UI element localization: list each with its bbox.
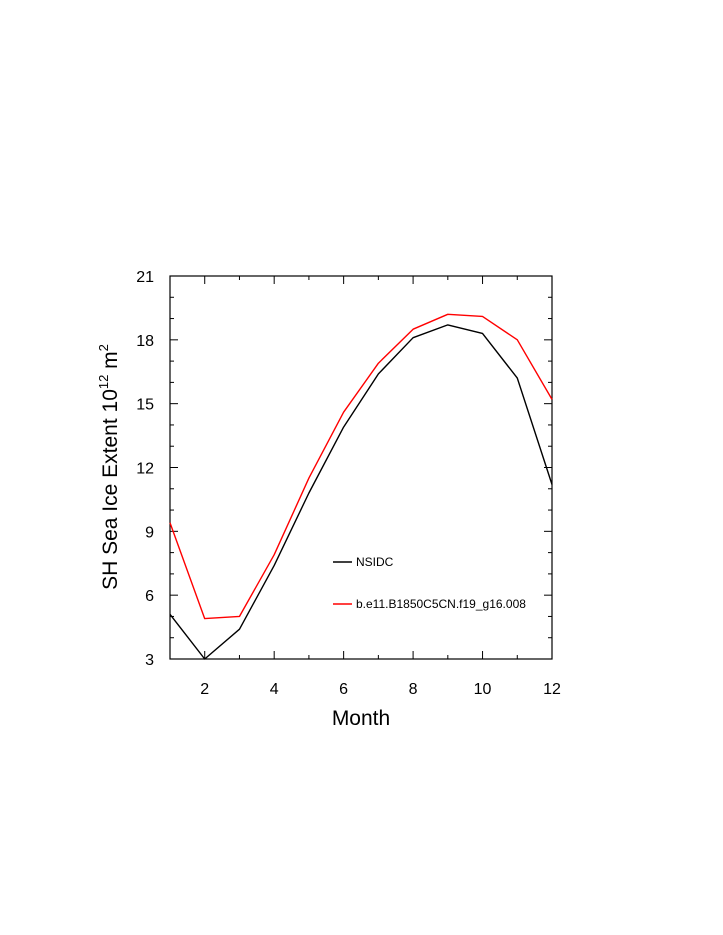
y-tick-label: 9: [145, 524, 154, 541]
x-tick-label: 12: [543, 681, 561, 698]
x-tick-label: 10: [474, 681, 492, 698]
y-tick-label: 6: [145, 588, 154, 605]
legend: NSIDC b.e11.B1850C5CN.f19_g16.008: [333, 555, 526, 611]
y-axis-title-prefix: SH Sea Ice Extent 10: [99, 389, 122, 590]
legend-label: NSIDC: [356, 555, 394, 569]
y-tick-label: 12: [136, 461, 154, 478]
series-lines: [169, 313, 553, 660]
x-tick-label: 2: [200, 681, 209, 698]
y-tick-label: 3: [145, 652, 154, 669]
y-tick-label: 15: [136, 397, 154, 414]
series-line: [169, 324, 553, 660]
y-axis-title-unit: m: [99, 351, 122, 374]
x-tick-label: 4: [270, 681, 279, 698]
y-tick-label: 18: [136, 333, 154, 350]
x-tick-label: 8: [409, 681, 418, 698]
x-tick-label: 6: [339, 681, 348, 698]
series-line: [169, 313, 553, 620]
x-axis-title: Month: [332, 707, 390, 730]
legend-label: b.e11.B1850C5CN.f19_g16.008: [356, 597, 526, 611]
ticks: [169, 275, 553, 660]
tick-labels: 2 4 6 8 10 12 3 6 9 12 15 18 21: [136, 269, 561, 698]
y-tick-label: 21: [136, 269, 154, 286]
y-axis-title-unit-exponent: 2: [96, 344, 111, 351]
y-axis-title: SH Sea Ice Extent 1012 m2: [96, 344, 122, 590]
y-axis-title-exponent: 12: [96, 375, 111, 389]
